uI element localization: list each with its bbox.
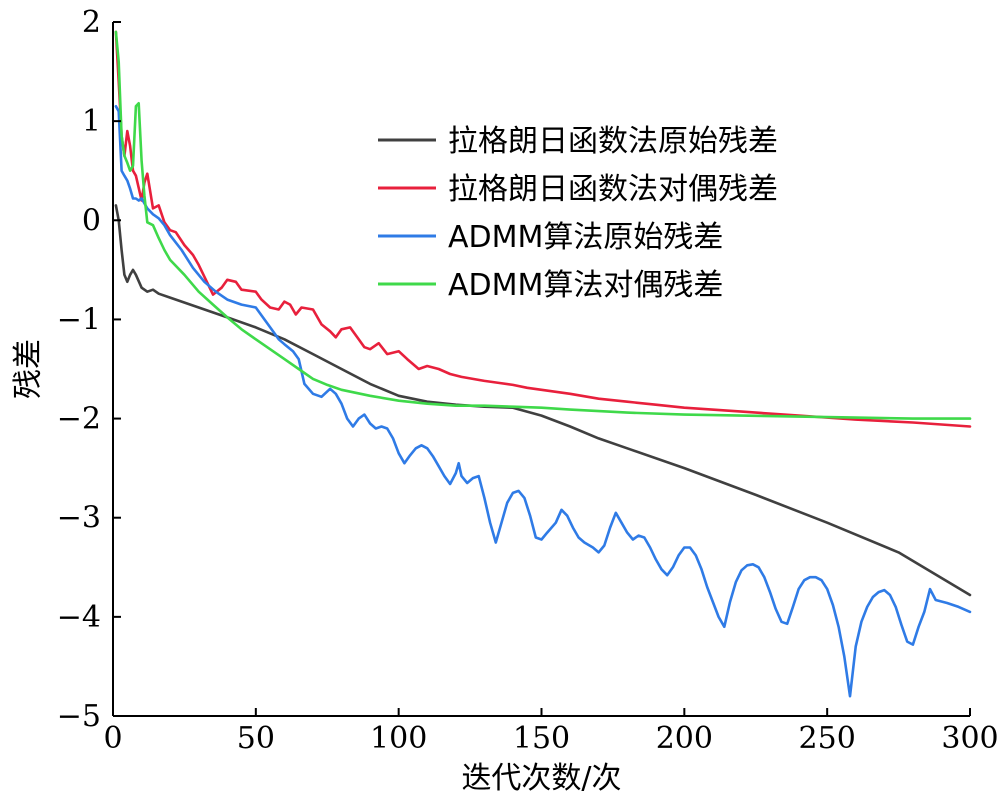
y-tick-label: 1 xyxy=(82,104,101,139)
y-tick-label: −2 xyxy=(57,402,101,437)
legend-label-4: ADMM算法对偶残差 xyxy=(448,268,723,303)
legend-label-2: 拉格朗日函数法对偶残差 xyxy=(448,172,778,207)
series-line-1 xyxy=(114,204,972,597)
x-tick-label: 300 xyxy=(941,721,998,756)
x-ticks: 0 50 100 150 200 250 300 xyxy=(103,708,999,756)
x-tick-label: 0 xyxy=(103,721,122,756)
series-line-4 xyxy=(114,30,972,420)
y-tick-label: −5 xyxy=(57,699,101,734)
y-tick-label: −1 xyxy=(57,302,101,337)
x-axis-title: 迭代次数/次 xyxy=(461,761,621,796)
y-tick-label: −4 xyxy=(57,600,101,635)
y-tick-label: 0 xyxy=(82,203,101,238)
x-tick-label: 200 xyxy=(656,721,713,756)
plot-area xyxy=(114,30,972,698)
legend-label-1: 拉格朗日函数法原始残差 xyxy=(448,124,778,159)
legend-label-3: ADMM算法原始残差 xyxy=(448,220,723,255)
x-tick-label: 100 xyxy=(370,721,427,756)
y-axis-title: 残差 xyxy=(11,339,46,399)
x-tick-label: 250 xyxy=(799,721,856,756)
x-tick-label: 50 xyxy=(237,721,275,756)
series-line-3 xyxy=(114,105,972,698)
y-tick-label: 2 xyxy=(82,5,101,40)
y-ticks: 2 1 0 −1 −2 −3 −4 −5 xyxy=(57,5,121,734)
x-tick-label: 150 xyxy=(513,721,570,756)
y-tick-label: −3 xyxy=(57,501,101,536)
series-line-2 xyxy=(114,30,972,428)
